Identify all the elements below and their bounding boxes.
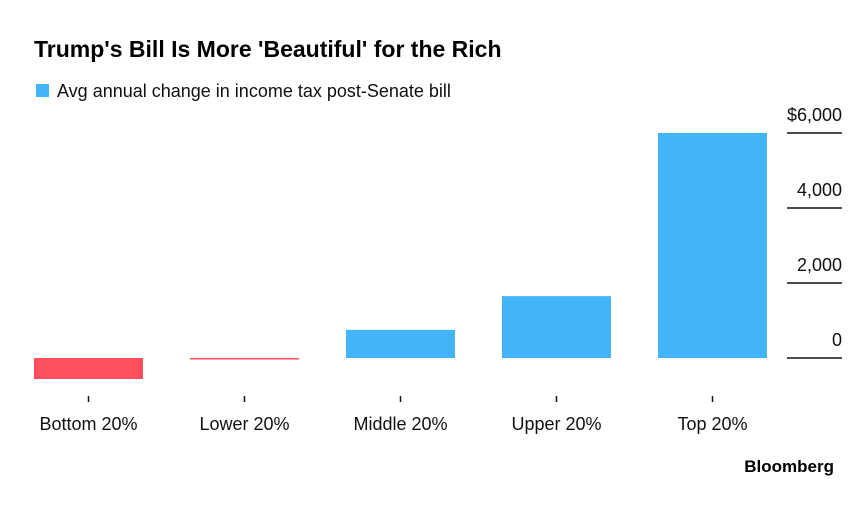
x-tick-label: Top 20%	[677, 414, 747, 434]
bloomberg-logo: Bloomberg	[744, 457, 834, 476]
y-tick-label: 0	[832, 330, 842, 350]
bar	[502, 296, 611, 358]
bar	[34, 358, 143, 379]
bar	[190, 358, 299, 360]
bar	[658, 133, 767, 358]
y-tick-label: 4,000	[797, 180, 842, 200]
x-tick-label: Middle 20%	[353, 414, 447, 434]
x-tick-label: Bottom 20%	[39, 414, 137, 434]
x-tick-label: Lower 20%	[199, 414, 289, 434]
legend-swatch	[36, 84, 49, 97]
bar	[346, 329, 455, 358]
y-tick-label: 2,000	[797, 255, 842, 275]
y-tick-label: $6,000	[787, 105, 842, 125]
legend-label: Avg annual change in income tax post-Sen…	[57, 81, 451, 101]
x-tick-label: Upper 20%	[511, 414, 601, 434]
chart-title: Trump's Bill Is More 'Beautiful' for the…	[34, 36, 502, 62]
